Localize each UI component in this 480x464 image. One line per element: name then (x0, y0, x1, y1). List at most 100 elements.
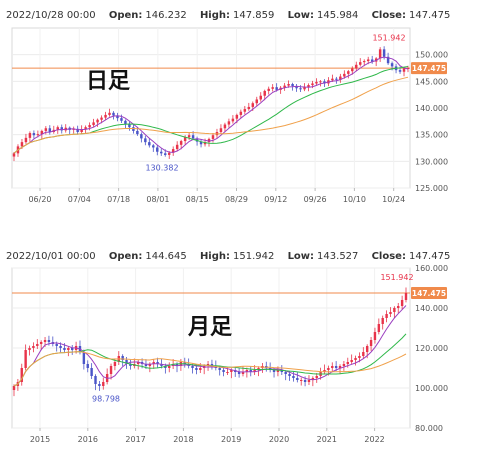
daily-y-tick-label: 150.000 (415, 51, 448, 60)
monthly-candle (354, 358, 357, 360)
monthly-candle (280, 370, 284, 372)
monthly-candle (346, 362, 349, 364)
daily-candle (88, 125, 91, 128)
monthly-candle (28, 348, 31, 350)
daily-candle (223, 124, 227, 129)
daily-candle (148, 142, 151, 146)
monthly-candle (381, 318, 384, 324)
daily-candle (92, 122, 95, 126)
monthly-candle (276, 370, 280, 372)
daily-candle (40, 130, 44, 135)
monthly-candlestick-chart[interactable]: 160.000 140.000 120.000 100.000 80.000 2015 20… (0, 240, 480, 464)
daily-candle (267, 88, 270, 91)
daily-candle (183, 137, 187, 142)
daily-candle (187, 135, 191, 138)
monthly-candle (24, 350, 27, 368)
monthly-candle (338, 366, 342, 368)
daily-candle (132, 127, 135, 131)
monthly-candle (358, 356, 361, 358)
daily-low-label: Low: (287, 10, 315, 21)
monthly-candle (47, 340, 51, 342)
daily-candle (351, 68, 354, 72)
monthly-candle (218, 368, 221, 370)
daily-candle (343, 73, 346, 77)
daily-candle (116, 115, 119, 119)
monthly-candle (400, 300, 404, 306)
daily-candle (386, 56, 390, 64)
monthly-candle (323, 370, 326, 372)
monthly-low-annotation: 98.798 (92, 394, 120, 403)
daily-candle (311, 83, 314, 86)
monthly-candle (125, 360, 128, 364)
daily-candle (160, 151, 163, 154)
daily-chart-title: 日足 (86, 69, 130, 94)
monthly-y-tick-label: 120.000 (415, 344, 448, 353)
monthly-candle (12, 386, 16, 390)
daily-candle (156, 147, 159, 152)
monthly-candle (36, 344, 39, 346)
monthly-candle (98, 384, 101, 386)
daily-candle (362, 61, 366, 63)
daily-candle (307, 85, 310, 88)
monthly-candle (288, 374, 291, 376)
daily-y-tick-label: 125.000 (415, 184, 448, 193)
monthly-candle (257, 368, 260, 370)
daily-candle (339, 76, 342, 80)
daily-candle (239, 111, 243, 115)
monthly-candle (144, 364, 148, 366)
daily-low-value: 145.984 (317, 10, 359, 21)
monthly-candle (63, 348, 66, 350)
daily-candle (20, 142, 24, 147)
monthly-candle (94, 376, 97, 384)
monthly-candle (365, 346, 369, 352)
daily-candle (359, 62, 362, 65)
daily-y-tick-label: 130.000 (415, 157, 448, 166)
daily-candle (152, 145, 155, 148)
monthly-candle (86, 364, 89, 368)
daily-candle (136, 130, 139, 135)
monthly-candle (32, 346, 35, 348)
monthly-y-tick-label: 80.000 (415, 424, 443, 433)
daily-x-tick-label: 08/01 (146, 195, 169, 204)
monthly-candle (241, 372, 245, 374)
daily-low-annotation: 130.382 (145, 163, 178, 172)
monthly-candle (43, 340, 47, 342)
daily-candle (179, 141, 183, 145)
monthly-candle (393, 308, 396, 312)
monthly-candle (152, 362, 155, 364)
daily-high-annotation: 151.942 (372, 33, 405, 42)
daily-x-tick-label: 08/15 (186, 195, 209, 204)
daily-candle (140, 134, 143, 139)
monthly-candle (253, 370, 256, 372)
daily-chart-panel: 2022/10/28 00:00 Open: 146.232 High: 147.8… (0, 0, 480, 225)
daily-candle (315, 81, 318, 84)
monthly-y-tick-label: 140.000 (415, 304, 448, 313)
monthly-high-label: High: (199, 251, 231, 262)
daily-candle (235, 114, 239, 119)
daily-candle (163, 153, 167, 155)
daily-candle (96, 119, 99, 123)
monthly-candle (39, 342, 43, 344)
monthly-candle (377, 324, 381, 332)
daily-candle (167, 152, 171, 155)
monthly-candle (397, 306, 400, 308)
daily-candle (48, 128, 52, 132)
daily-candle (255, 99, 259, 104)
daily-y-tick-label: 140.000 (415, 104, 448, 113)
daily-candle (283, 85, 286, 88)
monthly-candle (183, 362, 186, 364)
monthly-chart-title: 月足 (187, 315, 232, 340)
daily-open-value: 146.232 (145, 10, 187, 21)
daily-candle (84, 127, 87, 130)
monthly-price-tag-label: 147.475 (412, 289, 446, 298)
daily-candle (370, 59, 374, 62)
monthly-high-annotation: 151.942 (380, 273, 413, 282)
daily-candle (207, 138, 211, 143)
daily-candle (355, 64, 358, 69)
daily-candlestick-chart[interactable]: 150.000 145.000 140.000 135.000 130.000 125.0… (0, 0, 480, 225)
monthly-candle (67, 348, 70, 350)
monthly-low-value: 143.527 (317, 251, 359, 262)
daily-candle (112, 112, 115, 116)
daily-candle (347, 71, 350, 74)
daily-candle (323, 81, 326, 84)
